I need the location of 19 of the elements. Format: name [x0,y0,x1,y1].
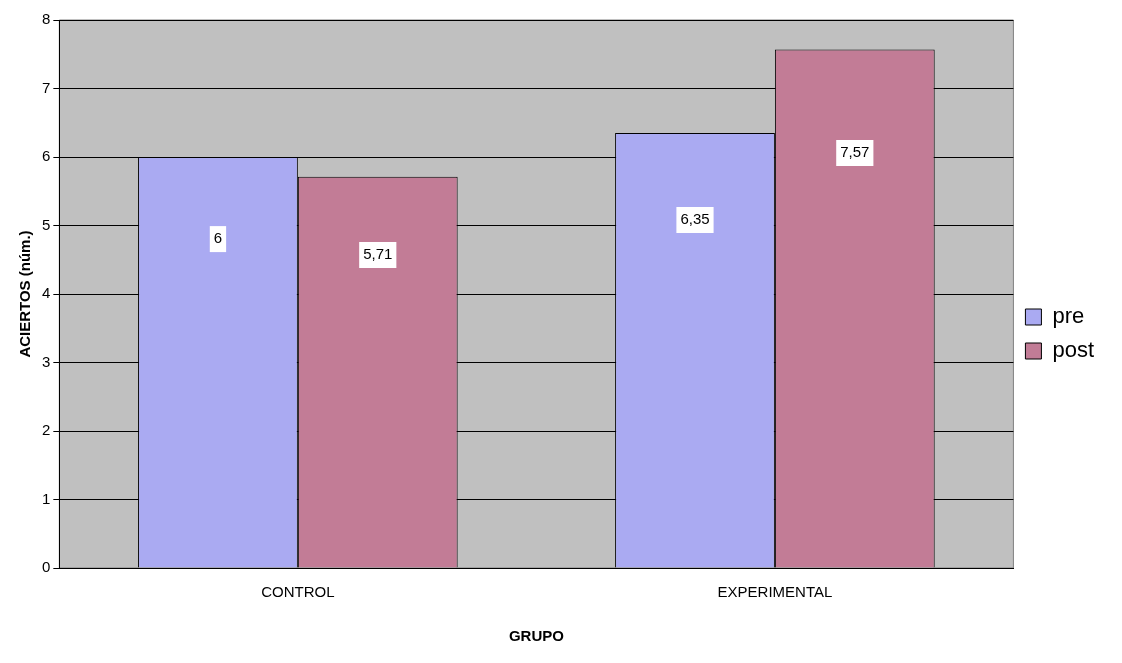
y-tick-label: 7 [42,78,51,96]
y-axis-title: ACIERTOS (núm.) [16,230,34,358]
y-tick-label: 2 [42,421,51,439]
y-tick-label: 6 [42,147,51,165]
y-tick-label: 8 [42,10,51,28]
y-tick-label: 5 [42,215,51,233]
y-tick-label: 3 [42,352,51,370]
y-tick-label: 1 [42,489,51,507]
x-tick-label: EXPERIMENTAL [717,583,833,601]
x-tick-label: CONTROL [261,583,335,601]
data-label: 5,71 [363,245,393,263]
legend-label: post [1052,337,1095,363]
legend-label: pre [1052,303,1085,329]
y-tick-label: 0 [42,558,51,576]
x-axis-title: GRUPO [508,627,565,645]
data-label: 6,35 [680,210,710,228]
data-label: 7,57 [840,143,870,161]
data-label: 6 [213,229,223,247]
y-tick-label: 4 [42,284,51,302]
